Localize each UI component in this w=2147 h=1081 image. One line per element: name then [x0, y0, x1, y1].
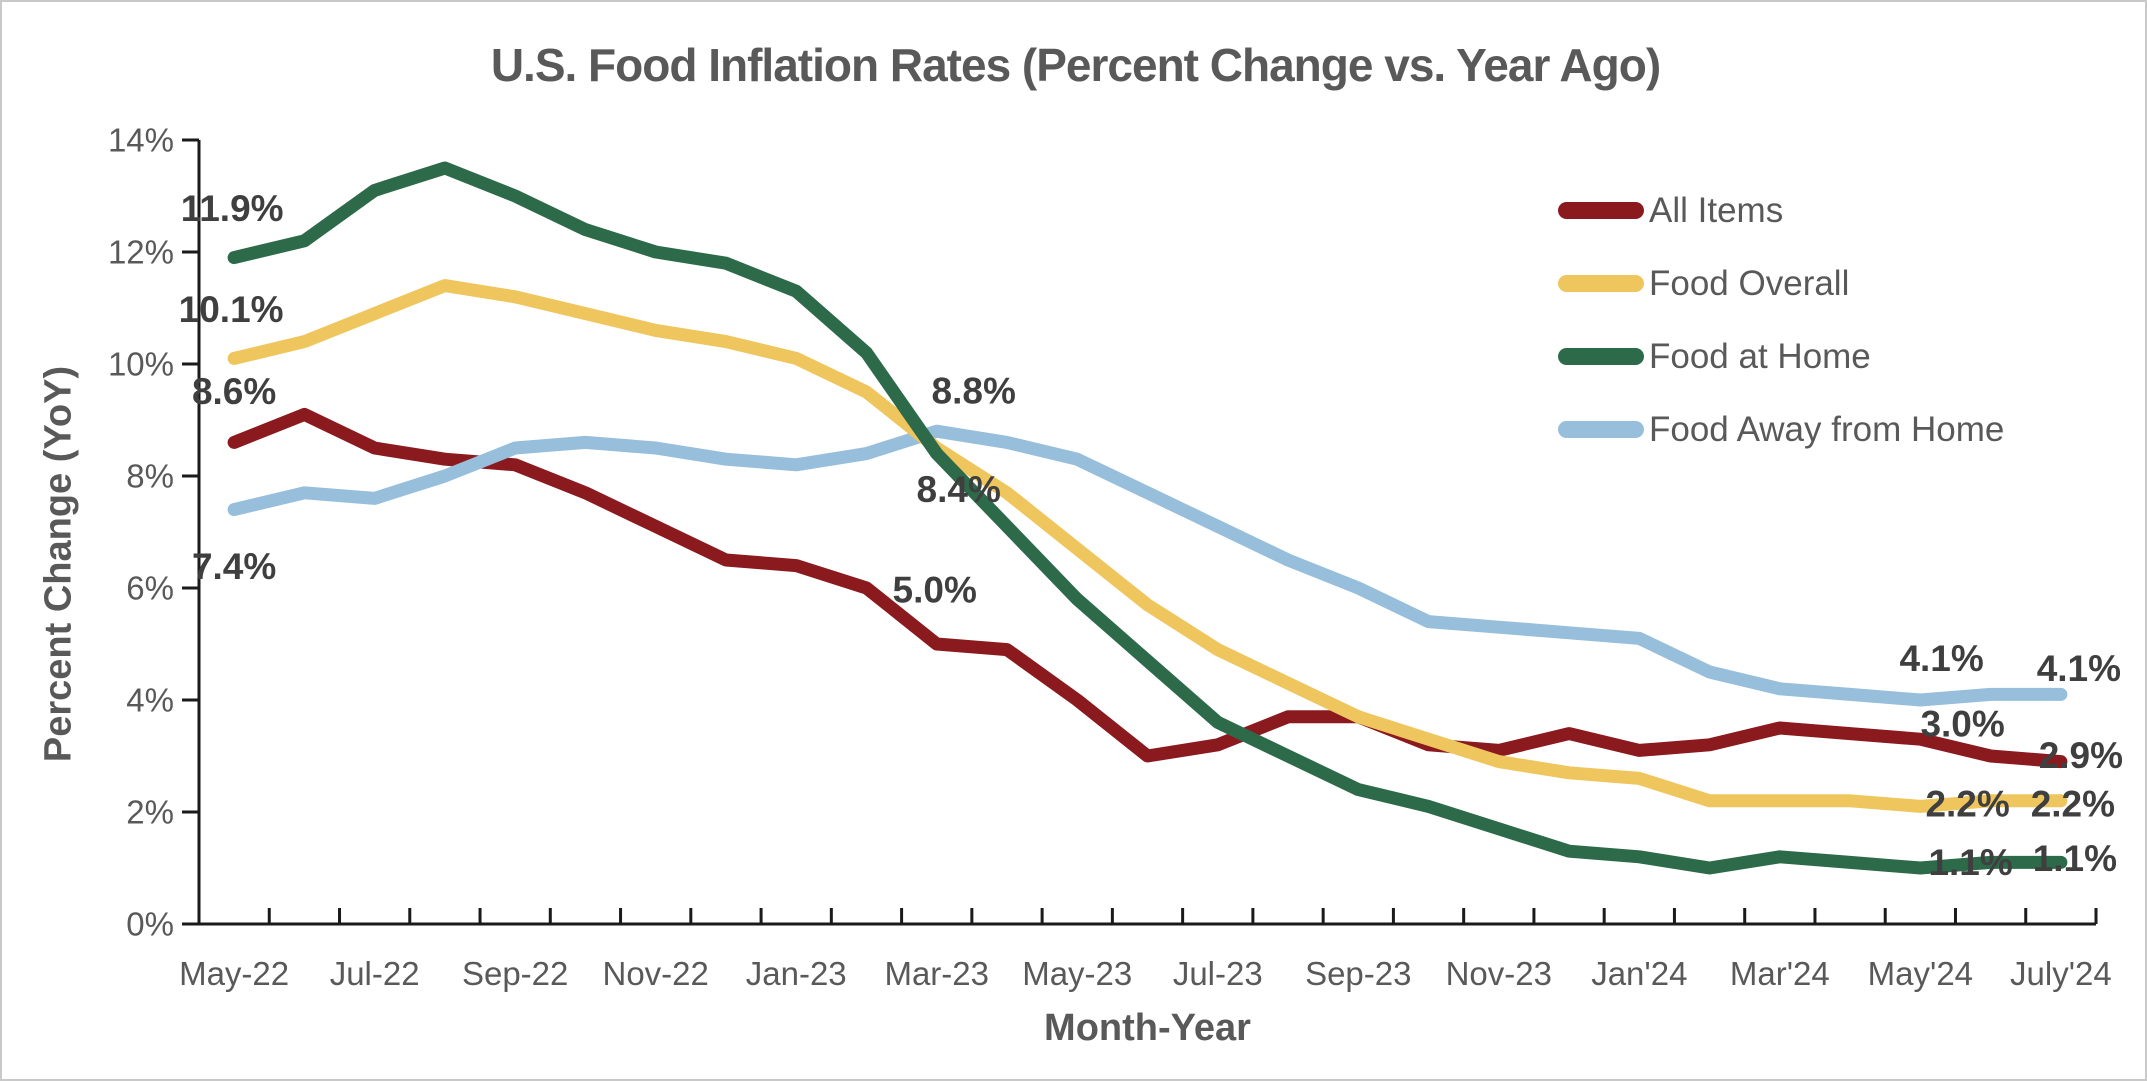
y-tick-label: 8%: [126, 458, 174, 495]
y-axis-title: Percent Change (YoY): [37, 365, 80, 763]
series-line-all-items: [227, 407, 2068, 769]
legend-label: Food Away from Home: [1649, 409, 2005, 449]
annotation-label: 2.2%: [1925, 783, 2009, 824]
annotation-label: 2.2%: [2031, 783, 2115, 824]
x-tick-label: May'24: [1868, 955, 1973, 992]
series-line-food-away-from-home: [227, 424, 2068, 707]
annotation-label: 7.4%: [192, 546, 276, 587]
annotation-label: 1.1%: [2033, 838, 2117, 879]
y-tick-label: 6%: [126, 570, 174, 607]
legend-swatch: [1558, 348, 1644, 365]
legend-item-food-at-home: Food at Home: [1558, 320, 2004, 393]
series-line-food-at-home: [227, 161, 2068, 875]
annotation-label: 2.9%: [2039, 735, 2123, 776]
legend-item-food-overall: Food Overall: [1558, 247, 2004, 320]
annotation-label: 10.1%: [179, 289, 284, 330]
x-tick-label: Sep-23: [1305, 955, 1411, 992]
series-line-food-overall: [227, 279, 2068, 813]
chart-title: U.S. Food Inflation Rates (Percent Chang…: [490, 39, 1661, 91]
x-tick-label: Nov-22: [602, 955, 708, 992]
x-tick-label: May-22: [179, 955, 289, 992]
y-tick-label: 2%: [126, 794, 174, 831]
legend-swatch: [1558, 202, 1644, 219]
annotation-label: 4.1%: [2037, 648, 2121, 689]
x-tick-label: Mar'24: [1730, 955, 1830, 992]
x-tick-label: Nov-23: [1446, 955, 1552, 992]
legend-item-all-items: All Items: [1558, 174, 2004, 247]
y-tick-label: 14%: [108, 122, 174, 159]
annotation-label: 8.4%: [917, 469, 1001, 510]
x-tick-label: Jan-23: [746, 955, 847, 992]
legend-swatch: [1558, 421, 1644, 438]
legend-label: Food Overall: [1649, 263, 1850, 303]
legend-label: Food at Home: [1649, 336, 1871, 376]
legend-item-food-away-from-home: Food Away from Home: [1558, 393, 2004, 466]
y-tick-label: 10%: [108, 346, 174, 383]
annotation-label: 4.1%: [1899, 638, 1983, 679]
annotation-label: 8.6%: [192, 371, 276, 412]
annotation-label: 3.0%: [1920, 704, 2004, 745]
legend-label: All Items: [1649, 190, 1784, 230]
annotation-label: 1.1%: [1928, 842, 2012, 883]
legend-swatch: [1558, 275, 1644, 292]
x-tick-label: Jul-22: [330, 955, 420, 992]
x-tick-label: May-23: [1022, 955, 1132, 992]
x-axis-title: Month-Year: [1044, 1007, 1251, 1049]
x-tick-label: Sep-22: [462, 955, 568, 992]
y-tick-label: 0%: [126, 906, 174, 943]
x-tick-label: July'24: [2010, 955, 2112, 992]
legend: All Items Food Overall Food at Home Food Aw…: [1558, 174, 2004, 466]
x-tick-label: Jan'24: [1591, 955, 1687, 992]
annotation-label: 8.8%: [932, 371, 1016, 412]
annotation-label: 5.0%: [893, 570, 977, 611]
annotation-label: 11.9%: [181, 188, 284, 229]
x-tick-label: Jul-23: [1173, 955, 1263, 992]
y-tick-label: 12%: [108, 234, 174, 271]
y-tick-label: 4%: [126, 682, 174, 719]
x-tick-label: Mar-23: [884, 955, 989, 992]
